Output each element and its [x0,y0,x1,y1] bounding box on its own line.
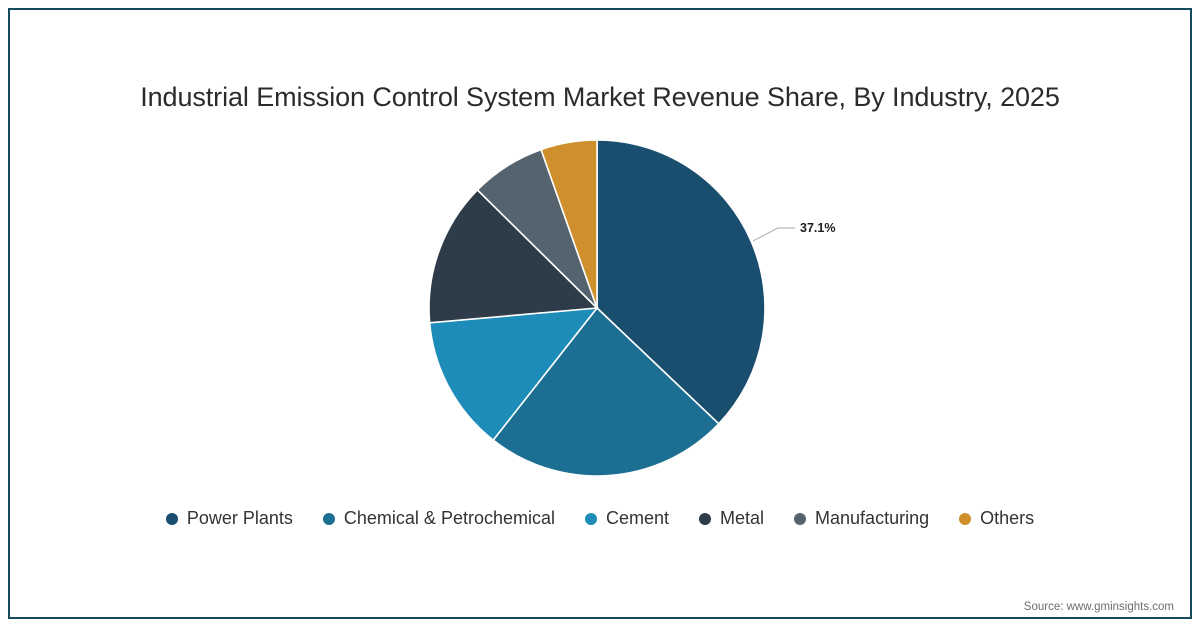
legend-item[interactable]: Chemical & Petrochemical [322,508,555,529]
legend-item[interactable]: Power Plants [165,508,293,529]
legend-item-label: Power Plants [186,508,293,528]
legend-item-label: Cement [605,508,670,528]
legend-item-label: Chemical & Petrochemical [343,508,555,528]
legend-marker-dot-icon [959,512,972,525]
pie-slice[interactable] [428,307,599,442]
pie-slice[interactable] [428,188,599,324]
legend-item-label: Manufacturing [815,508,930,528]
chart-title: Industrial Emission Control System Marke… [140,82,1060,112]
pie-slice-group [428,139,766,477]
pie-slice[interactable] [540,139,598,309]
source-attribution: Source: www.gminsights.com [1023,601,1174,613]
legend-item-label: Others [980,508,1035,528]
legend-marker-dot-icon [794,512,807,525]
legend-marker-dot-icon [165,512,178,525]
legend-marker-dot-icon [699,512,712,525]
chart-legend: Power Plants Chemical & Petrochemical Ceme… [0,508,1200,529]
pie-slice[interactable] [596,139,766,425]
legend-item-label: Metal [720,508,765,528]
pie-slice[interactable] [492,306,720,477]
legend-item[interactable]: Metal [699,508,764,529]
leader-line-group [752,227,795,242]
legend-marker-dot-icon [322,512,335,525]
leader-line [752,227,795,242]
legend-marker-dot-icon [584,512,597,525]
legend-item[interactable]: Others [959,508,1034,529]
data-label-power-plants: 37.1% [800,221,835,235]
legend-item[interactable]: Manufacturing [794,508,929,529]
legend-item[interactable]: Cement [584,508,670,529]
